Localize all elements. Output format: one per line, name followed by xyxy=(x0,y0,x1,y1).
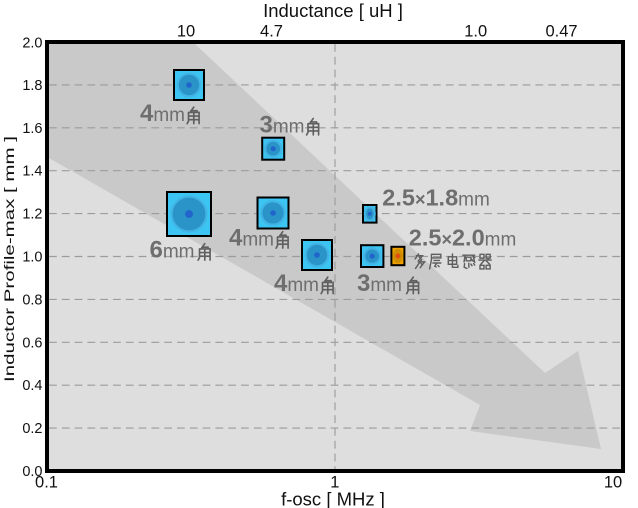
svg-text:3mm: 3mm xyxy=(357,270,402,297)
svg-text:0.2: 0.2 xyxy=(22,421,42,437)
svg-text:10: 10 xyxy=(604,474,622,492)
svg-text:0.4: 0.4 xyxy=(22,378,42,394)
svg-text:2.0: 2.0 xyxy=(22,36,42,52)
svg-text:1.6: 1.6 xyxy=(22,121,42,137)
svg-text:6mm: 6mm xyxy=(150,237,195,264)
svg-text:0.47: 0.47 xyxy=(545,23,577,41)
svg-text:Inductor Profile-max [ mm ]: Inductor Profile-max [ mm ] xyxy=(1,136,17,382)
svg-text:2.5×2.0mm: 2.5×2.0mm xyxy=(409,225,517,251)
svg-text:2.5×1.8mm: 2.5×1.8mm xyxy=(382,184,490,210)
svg-text:0.0: 0.0 xyxy=(22,464,42,480)
svg-text:1.8: 1.8 xyxy=(22,78,42,94)
svg-text:0.1: 0.1 xyxy=(35,474,58,492)
svg-text:1.0: 1.0 xyxy=(22,250,42,266)
svg-text:3mm: 3mm xyxy=(260,111,305,138)
svg-text:4mm: 4mm xyxy=(274,270,319,297)
svg-text:1.0: 1.0 xyxy=(464,23,487,41)
svg-text:0.8: 0.8 xyxy=(22,292,42,308)
svg-text:4.7: 4.7 xyxy=(260,23,283,41)
svg-text:4mm: 4mm xyxy=(140,100,185,127)
svg-text:10: 10 xyxy=(177,23,195,41)
svg-text:4mm: 4mm xyxy=(229,225,274,252)
svg-text:1: 1 xyxy=(330,474,339,492)
svg-text:1.2: 1.2 xyxy=(22,207,42,223)
svg-text:1.4: 1.4 xyxy=(22,164,42,180)
svg-text:0.6: 0.6 xyxy=(22,335,42,351)
svg-text:Inductance [ uH ]: Inductance [ uH ] xyxy=(263,0,403,21)
svg-text:f-osc [ MHz ]: f-osc [ MHz ] xyxy=(281,489,385,508)
